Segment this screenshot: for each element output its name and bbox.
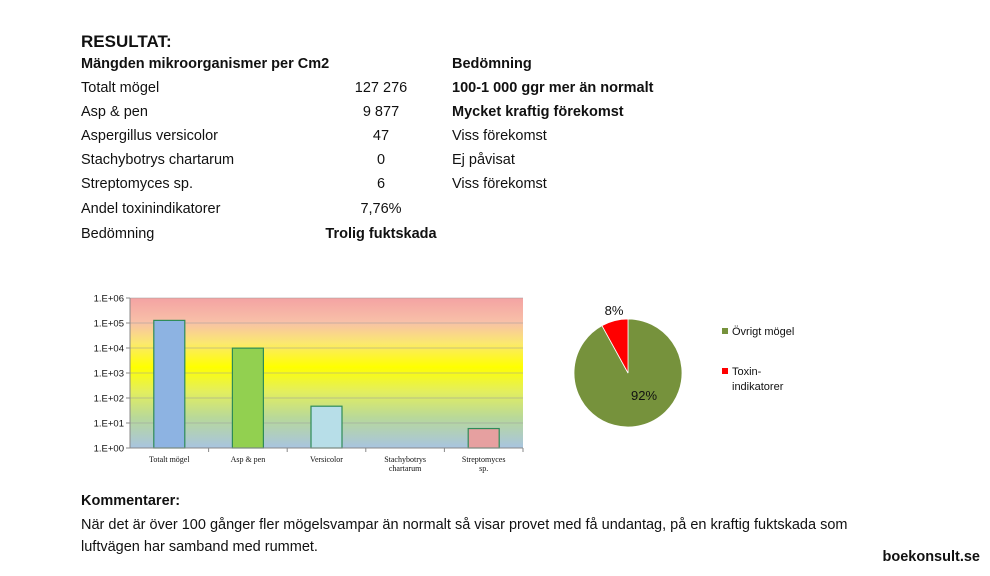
row-name: Streptomyces sp.: [81, 176, 194, 192]
legend-label: indikatorer: [732, 381, 784, 393]
row-value: 7,76%: [360, 201, 402, 217]
table-row: Bedömning Trolig fuktskada: [81, 226, 701, 246]
y-tick-label: 1.E+04: [94, 344, 124, 355]
table-row: Aspergillus versicolor 47 Viss förekomst: [81, 128, 701, 148]
column-header-amount: Mängden mikroorganismer per Cm2: [81, 56, 330, 72]
row-assessment: Ej påvisat: [452, 152, 515, 168]
pie-slice: [601, 318, 629, 374]
category-label: Stachybotrys: [384, 455, 426, 464]
results-heading: RESULTAT:: [81, 32, 172, 51]
bar: [467, 427, 500, 449]
category-label: Streptomyces: [462, 455, 506, 464]
row-name: Andel toxinindikatorer: [81, 201, 221, 217]
row-name: Totalt mögel: [81, 80, 160, 96]
y-tick-label: 1.E+03: [94, 369, 124, 380]
row-assessment: Viss förekomst: [452, 176, 547, 192]
category-label: Asp & pen: [231, 455, 266, 464]
legend-swatch: [722, 368, 728, 374]
legend-label: Övrigt mögel: [732, 326, 794, 338]
mold-bar-chart: 1.E+00 1.E+01 1.E+02 1.E+03 1.E+04 1.E+05 1.E+…: [94, 294, 524, 473]
row-name: Bedömning: [81, 226, 155, 242]
comments-title: Kommentarer:: [81, 493, 181, 509]
table-row: Andel toxinindikatorer 7,76%: [81, 201, 701, 221]
category-label: chartarum: [389, 464, 422, 473]
row-value: 47: [372, 128, 390, 144]
y-tick-label: 1.E+05: [94, 319, 124, 330]
column-header-assessment: Bedömning: [452, 56, 532, 72]
row-value: Trolig fuktskada: [325, 226, 437, 242]
row-name: Aspergillus versicolor: [81, 128, 218, 144]
row-assessment: Viss förekomst: [452, 128, 547, 144]
table-header-row: Mängden mikroorganismer per Cm2 Bedömnin…: [81, 56, 701, 76]
table-row: Streptomyces sp. 6 Viss förekomst: [81, 176, 701, 196]
row-name: Asp & pen: [81, 104, 148, 120]
bar: [310, 405, 343, 449]
pie-data-label: 92%: [631, 388, 657, 403]
y-tick-label: 1.E+00: [94, 444, 124, 455]
brand-label: boekonsult.se: [882, 549, 981, 565]
row-value: 0: [376, 152, 386, 168]
legend-swatch: [722, 328, 728, 334]
category-label: sp.: [479, 464, 488, 473]
bar: [153, 319, 186, 449]
table-row: Stachybotrys chartarum 0 Ej påvisat: [81, 152, 701, 172]
row-value: 127 276: [354, 80, 408, 96]
row-value: 6: [376, 176, 386, 192]
table-row: Asp & pen 9 877 Mycket kraftig förekomst: [81, 104, 701, 124]
row-value: 9 877: [362, 104, 400, 120]
row-name: Stachybotrys chartarum: [81, 152, 235, 168]
y-tick-label: 1.E+01: [94, 419, 124, 430]
row-assessment: 100-1 000 ggr mer än normalt: [452, 80, 654, 96]
comments-text: När det är över 100 gånger fler mögelsva…: [81, 517, 848, 555]
category-label: Versicolor: [310, 455, 343, 464]
y-tick-label: 1.E+02: [94, 394, 124, 405]
table-row: Totalt mögel 127 276 100-1 000 ggr mer ä…: [81, 80, 701, 100]
row-assessment: Mycket kraftig förekomst: [452, 104, 624, 120]
toxin-pie-chart: 92% 8% Övrigt mögel Toxin-indikatorer: [573, 303, 794, 428]
bar: [231, 347, 264, 449]
pie-data-label: 8%: [605, 303, 624, 318]
category-label: Totalt mögel: [149, 455, 190, 464]
y-tick-label: 1.E+06: [94, 294, 124, 305]
legend-label: Toxin-: [732, 366, 762, 378]
